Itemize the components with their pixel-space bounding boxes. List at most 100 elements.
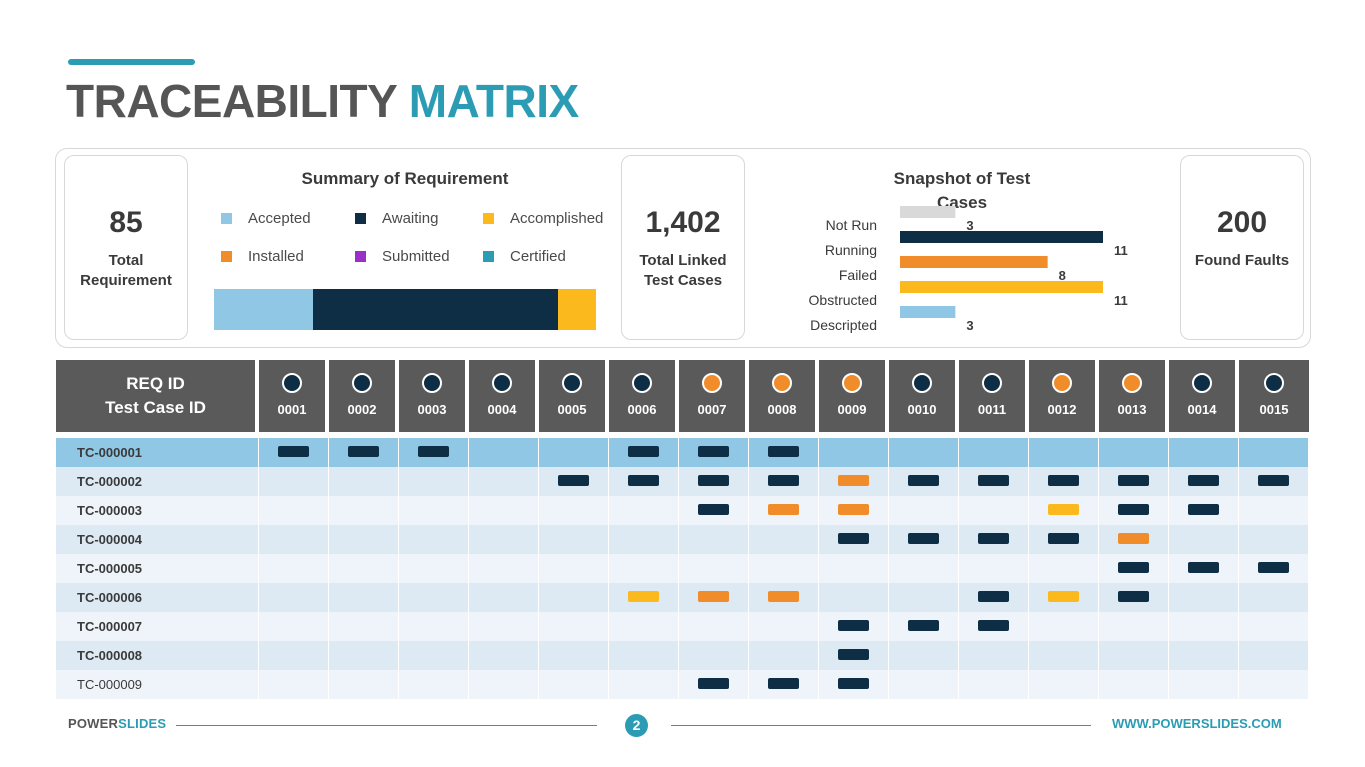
matrix-cell[interactable] (889, 641, 959, 670)
matrix-cell[interactable] (329, 612, 399, 641)
matrix-cell[interactable] (259, 670, 329, 699)
matrix-cell[interactable] (679, 496, 749, 525)
matrix-cell[interactable] (469, 496, 539, 525)
matrix-cell[interactable] (399, 612, 469, 641)
matrix-cell[interactable] (469, 467, 539, 496)
matrix-cell[interactable] (469, 670, 539, 699)
matrix-cell[interactable] (539, 554, 609, 583)
table-row[interactable]: TC-000002 (56, 467, 1309, 496)
matrix-cell[interactable] (399, 670, 469, 699)
matrix-cell[interactable] (1099, 612, 1169, 641)
matrix-cell[interactable] (889, 438, 959, 467)
matrix-cell[interactable] (749, 583, 819, 612)
matrix-cell[interactable] (1169, 641, 1239, 670)
requirement-column-header[interactable]: 0015 (1239, 360, 1309, 432)
matrix-cell[interactable] (679, 467, 749, 496)
matrix-cell[interactable] (889, 525, 959, 554)
matrix-cell[interactable] (889, 467, 959, 496)
matrix-cell[interactable] (469, 583, 539, 612)
matrix-cell[interactable] (959, 496, 1029, 525)
matrix-cell[interactable] (259, 496, 329, 525)
matrix-cell[interactable] (259, 467, 329, 496)
matrix-cell[interactable] (469, 554, 539, 583)
matrix-cell[interactable] (1169, 496, 1239, 525)
matrix-cell[interactable] (259, 583, 329, 612)
matrix-cell[interactable] (1099, 670, 1169, 699)
matrix-cell[interactable] (959, 525, 1029, 554)
matrix-cell[interactable] (539, 612, 609, 641)
matrix-cell[interactable] (819, 641, 889, 670)
matrix-cell[interactable] (329, 467, 399, 496)
matrix-cell[interactable] (609, 612, 679, 641)
requirement-column-header[interactable]: 0014 (1169, 360, 1239, 432)
matrix-cell[interactable] (819, 670, 889, 699)
matrix-cell[interactable] (889, 583, 959, 612)
requirement-column-header[interactable]: 0012 (1029, 360, 1099, 432)
matrix-cell[interactable] (609, 554, 679, 583)
matrix-cell[interactable] (259, 641, 329, 670)
requirement-column-header[interactable]: 0008 (749, 360, 819, 432)
matrix-cell[interactable] (889, 496, 959, 525)
matrix-cell[interactable] (889, 670, 959, 699)
matrix-cell[interactable] (1099, 467, 1169, 496)
matrix-cell[interactable] (819, 583, 889, 612)
requirement-column-header[interactable]: 0002 (329, 360, 399, 432)
matrix-cell[interactable] (1239, 467, 1309, 496)
matrix-cell[interactable] (1029, 438, 1099, 467)
requirement-column-header[interactable]: 0001 (259, 360, 329, 432)
matrix-cell[interactable] (329, 554, 399, 583)
matrix-cell[interactable] (609, 438, 679, 467)
matrix-cell[interactable] (959, 554, 1029, 583)
matrix-cell[interactable] (1169, 670, 1239, 699)
matrix-cell[interactable] (749, 554, 819, 583)
matrix-cell[interactable] (819, 612, 889, 641)
matrix-cell[interactable] (1029, 554, 1099, 583)
matrix-cell[interactable] (1029, 467, 1099, 496)
matrix-cell[interactable] (1169, 467, 1239, 496)
matrix-cell[interactable] (959, 438, 1029, 467)
matrix-cell[interactable] (679, 554, 749, 583)
matrix-cell[interactable] (1099, 438, 1169, 467)
matrix-cell[interactable] (959, 467, 1029, 496)
matrix-cell[interactable] (959, 670, 1029, 699)
matrix-cell[interactable] (749, 612, 819, 641)
matrix-cell[interactable] (1239, 496, 1309, 525)
matrix-cell[interactable] (329, 525, 399, 554)
matrix-cell[interactable] (819, 467, 889, 496)
requirement-column-header[interactable]: 0004 (469, 360, 539, 432)
matrix-cell[interactable] (1239, 554, 1309, 583)
matrix-cell[interactable] (399, 467, 469, 496)
matrix-cell[interactable] (1169, 525, 1239, 554)
table-row[interactable]: TC-000006 (56, 583, 1309, 612)
matrix-cell[interactable] (609, 467, 679, 496)
matrix-cell[interactable] (539, 438, 609, 467)
matrix-cell[interactable] (749, 467, 819, 496)
matrix-cell[interactable] (679, 525, 749, 554)
requirement-column-header[interactable]: 0007 (679, 360, 749, 432)
requirement-column-header[interactable]: 0010 (889, 360, 959, 432)
requirement-column-header[interactable]: 0003 (399, 360, 469, 432)
requirement-column-header[interactable]: 0013 (1099, 360, 1169, 432)
matrix-cell[interactable] (329, 583, 399, 612)
matrix-cell[interactable] (959, 583, 1029, 612)
matrix-cell[interactable] (609, 496, 679, 525)
table-row[interactable]: TC-000003 (56, 496, 1309, 525)
matrix-cell[interactable] (329, 438, 399, 467)
matrix-cell[interactable] (259, 554, 329, 583)
table-row[interactable]: TC-000009 (56, 670, 1309, 699)
matrix-cell[interactable] (469, 612, 539, 641)
matrix-cell[interactable] (819, 525, 889, 554)
matrix-cell[interactable] (749, 496, 819, 525)
matrix-cell[interactable] (889, 554, 959, 583)
matrix-cell[interactable] (469, 438, 539, 467)
matrix-cell[interactable] (819, 554, 889, 583)
matrix-cell[interactable] (469, 525, 539, 554)
matrix-cell[interactable] (399, 525, 469, 554)
matrix-cell[interactable] (539, 496, 609, 525)
requirement-column-header[interactable]: 0009 (819, 360, 889, 432)
matrix-cell[interactable] (889, 612, 959, 641)
matrix-cell[interactable] (609, 641, 679, 670)
matrix-cell[interactable] (1239, 612, 1309, 641)
matrix-cell[interactable] (539, 641, 609, 670)
footer-url[interactable]: WWW.POWERSLIDES.COM (1112, 716, 1282, 731)
